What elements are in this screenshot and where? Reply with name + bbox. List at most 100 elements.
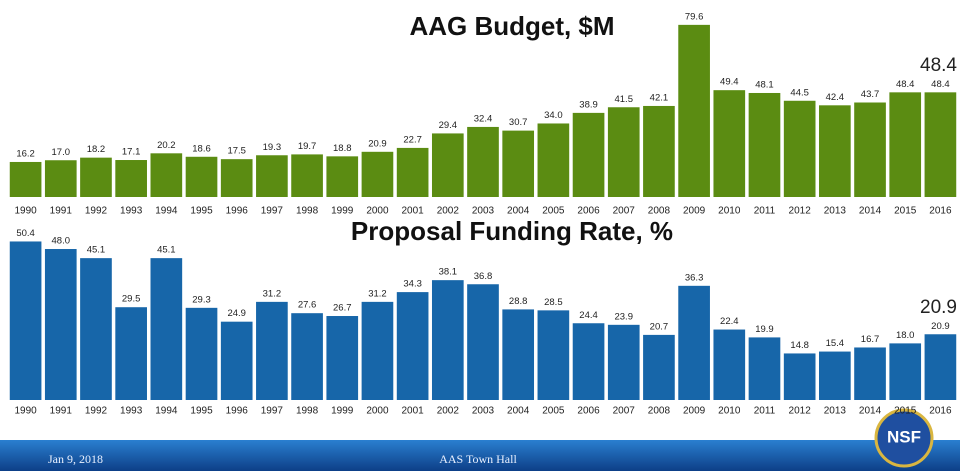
value-label: 20.9 [931,321,950,332]
annotation: 20.9 [920,297,957,318]
value-label: 48.1 [755,79,774,90]
x-tick-label: 2012 [789,406,812,417]
x-tick-label: 1991 [50,206,73,217]
x-tick-label: 2016 [929,206,952,217]
x-tick-label: 2015 [894,406,917,417]
x-tick-label: 2007 [613,206,636,217]
x-tick-label: 1998 [296,206,319,217]
value-label: 14.8 [790,340,809,351]
x-tick-label: 1992 [85,406,108,417]
x-tick-label: 2006 [577,406,600,417]
footer-date: Jan 9, 2018 [48,452,103,466]
x-tick-label: 1996 [226,206,249,217]
bar [607,107,640,197]
bar [256,301,288,400]
x-tick-label: 2008 [648,206,671,217]
value-label: 38.9 [579,99,598,110]
x-tick-label: 2000 [366,206,389,217]
bar [783,353,816,400]
value-label: 19.3 [263,142,282,153]
value-label: 30.7 [509,117,528,128]
x-tick-label: 2001 [402,206,425,217]
x-tick-label: 1991 [50,406,73,417]
value-label: 27.6 [298,300,317,311]
bar [924,92,957,197]
bar [44,160,77,197]
x-tick-label: 2002 [437,206,460,217]
bar [44,249,77,400]
value-label: 16.7 [861,334,880,345]
value-label: 79.6 [685,11,704,22]
footer-band [0,440,960,471]
bar [115,160,147,197]
value-label: 26.7 [333,303,352,314]
bar [396,292,429,400]
value-label: 36.3 [685,272,704,283]
value-label: 18.2 [87,144,106,155]
x-tick-label: 2005 [542,406,565,417]
x-tick-label: 1998 [296,406,319,417]
x-tick-label: 1993 [120,406,143,417]
value-label: 29.3 [192,294,211,305]
bar [185,307,218,400]
bar [467,126,499,197]
x-tick-label: 2015 [894,206,917,217]
value-label: 18.8 [333,143,352,154]
value-label: 19.9 [755,324,774,335]
bar [502,130,535,197]
value-label: 23.9 [614,311,633,322]
x-tick-label: 1995 [190,206,213,217]
x-tick-label: 1997 [261,406,284,417]
x-tick-label: 1997 [261,206,284,217]
x-tick-label: 2010 [718,406,741,417]
value-label: 42.4 [826,92,845,103]
bar [326,156,359,197]
bar [783,100,816,197]
value-label: 44.5 [790,87,809,98]
x-tick-label: 1994 [155,206,178,217]
value-label: 50.4 [16,228,35,239]
annotation: 48.4 [920,55,957,76]
bar [9,241,42,400]
x-tick-label: 1993 [120,206,143,217]
value-label: 20.7 [650,321,669,332]
bar [537,123,570,197]
nsf-logo [874,408,934,468]
value-label: 38.1 [439,267,458,278]
value-label: 28.8 [509,296,528,307]
bar [185,156,218,197]
bar [572,112,605,197]
bar [256,155,288,197]
value-label: 36.8 [474,271,493,282]
bar [115,307,147,400]
x-tick-label: 2008 [648,406,671,417]
value-label: 29.4 [439,120,458,131]
value-label: 28.5 [544,297,563,308]
bar [713,329,746,400]
value-label: 19.7 [298,141,317,152]
value-label: 22.7 [403,134,422,145]
value-label: 22.4 [720,316,739,327]
bar [150,153,183,197]
value-label: 18.0 [896,330,915,341]
footer-event: AAS Town Hall [439,452,517,466]
x-tick-label: 2000 [366,406,389,417]
value-label: 48.4 [931,79,950,90]
x-tick-label: 2011 [754,206,776,217]
value-label: 20.9 [368,138,387,149]
bar [854,347,886,400]
bar [502,309,535,400]
value-label: 48.0 [52,236,71,247]
bar [643,334,675,400]
x-tick-label: 2002 [437,406,460,417]
value-label: 34.3 [403,279,422,290]
bar [361,151,394,197]
bar [291,154,323,197]
bar [9,161,42,197]
x-tick-label: 2004 [507,406,530,417]
bar [678,285,710,400]
value-label: 48.4 [896,79,915,90]
bar [537,310,570,400]
